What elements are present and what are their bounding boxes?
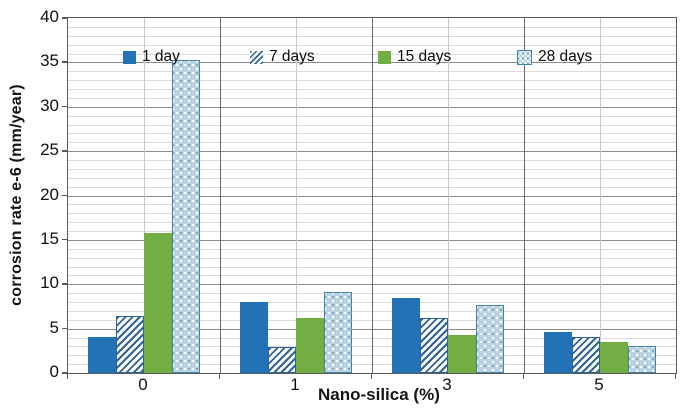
category-boundary-line-3	[524, 18, 525, 373]
plot-area: 1 day 7 days 15 days 28 days	[67, 17, 677, 374]
legend-item-7days: 7 days	[250, 47, 315, 67]
legend-swatch-15days-icon	[378, 50, 391, 64]
bar-15days-nanosilica-1	[296, 317, 324, 373]
legend-label: 15 days	[397, 48, 452, 65]
bar-1day-nanosilica-0	[88, 336, 116, 373]
x-tick-label-5: 5	[594, 375, 604, 394]
bar-15days-nanosilica-0	[144, 232, 172, 373]
bar-1day-nanosilica-1	[240, 302, 268, 373]
y-tick-mark-20	[62, 194, 68, 196]
legend-label: 7 days	[269, 48, 315, 65]
y-tick-label-5: 5	[49, 317, 59, 337]
legend-item-1day: 1 day	[123, 47, 180, 67]
category-boundary-line-2	[372, 18, 373, 373]
y-tick-mark-10	[62, 283, 68, 285]
bar-7days-nanosilica-3	[420, 317, 448, 373]
x-tick-mark-0	[66, 373, 68, 379]
legend-label: 1 day	[142, 48, 180, 65]
legend-swatch-28days-icon	[517, 49, 532, 65]
x-tick-label-3: 3	[442, 375, 452, 394]
y-tick-label-30: 30	[40, 95, 59, 115]
bar-15days-nanosilica-5	[600, 341, 628, 373]
y-tick-mark-40	[62, 17, 68, 19]
bar-15days-nanosilica-3	[448, 334, 476, 373]
x-axis-title: Nano-silica (%)	[318, 385, 440, 404]
y-tick-label-15: 15	[40, 228, 59, 248]
x-tick-label-1: 1	[290, 375, 300, 394]
category-boundary-line-1	[220, 18, 221, 373]
bar-28days-nanosilica-5	[628, 346, 656, 373]
bar-1day-nanosilica-3	[392, 298, 420, 373]
y-tick-mark-0	[62, 372, 68, 374]
y-tick-mark-5	[62, 327, 68, 330]
y-tick-label-40: 40	[40, 7, 59, 26]
bar-7days-nanosilica-1	[268, 347, 296, 373]
y-tick-label-10: 10	[40, 273, 59, 293]
x-tick-label-0: 0	[138, 375, 148, 394]
legend-item-28days: 28 days	[517, 47, 592, 67]
bar-7days-nanosilica-5	[572, 336, 600, 373]
bar-28days-nanosilica-3	[476, 304, 504, 373]
minor-gridline-x-center-1	[296, 18, 297, 373]
y-tick-mark-35	[62, 61, 68, 63]
y-tick-label-35: 35	[40, 51, 59, 71]
y-tick-mark-25	[62, 150, 68, 152]
x-tick-mark-3	[522, 373, 524, 379]
legend-item-15days: 15 days	[378, 47, 451, 67]
bar-28days-nanosilica-1	[324, 292, 352, 373]
minor-gridline-x-center-5	[600, 18, 601, 373]
x-tick-mark-2	[370, 373, 372, 379]
legend-swatch-1day-icon	[123, 50, 136, 64]
legend-swatch-7days-icon	[250, 50, 263, 64]
y-tick-label-0: 0	[49, 362, 59, 381]
y-tick-label-20: 20	[40, 184, 59, 204]
x-tick-mark-1	[218, 373, 220, 379]
bar-1day-nanosilica-5	[544, 332, 572, 373]
bar-28days-nanosilica-0	[172, 59, 200, 373]
y-tick-label-25: 25	[40, 140, 59, 160]
minor-gridline-x-center-3	[448, 18, 449, 373]
legend-label: 28 days	[538, 48, 593, 65]
y-tick-mark-15	[62, 238, 68, 241]
y-tick-mark-30	[62, 105, 68, 108]
x-tick-mark-4	[674, 373, 676, 379]
minor-gridline-x-center-0	[144, 18, 145, 373]
bar-7days-nanosilica-0	[116, 316, 144, 373]
